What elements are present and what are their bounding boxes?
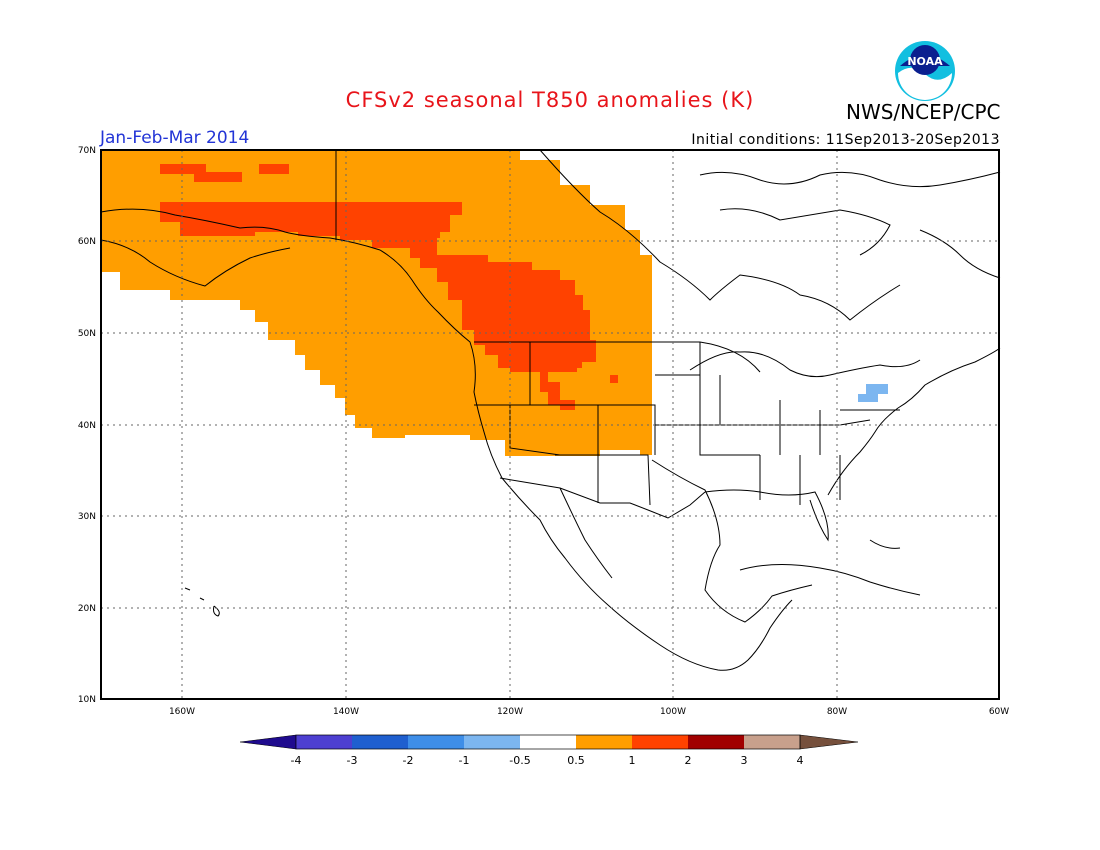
- colorbar-swatch: [296, 735, 352, 749]
- anomaly-shading: [101, 150, 888, 456]
- map-frame: [100, 149, 1000, 700]
- colorbar-label: -0.5: [509, 754, 530, 767]
- colorbar-swatch: [464, 735, 520, 749]
- colorbar-label: 0.5: [567, 754, 585, 767]
- political-borders: [335, 150, 900, 519]
- colorbar-label: -3: [347, 754, 358, 767]
- colorbar-swatch: [632, 735, 688, 749]
- noaa-logo-text: NOAA: [907, 55, 943, 68]
- colorbar-label: 3: [741, 754, 748, 767]
- anomaly-patch-1-2: [160, 164, 206, 174]
- lat-label: 10N: [78, 695, 96, 705]
- agency-label: NWS/NCEP/CPC: [846, 100, 1001, 124]
- graticule: [101, 150, 999, 699]
- lon-label: 140W: [333, 707, 359, 717]
- map-title: CFSv2 seasonal T850 anomalies (K): [345, 88, 755, 112]
- colorbar-label: 2: [685, 754, 692, 767]
- lon-label: 160W: [169, 707, 195, 717]
- anomaly-patch-1-2: [194, 172, 242, 182]
- longitude-labels: 160W 140W 120W 100W 80W 60W: [169, 707, 1009, 717]
- lat-label: 40N: [78, 421, 96, 431]
- lon-label: 100W: [660, 707, 686, 717]
- colorbar-label: 4: [797, 754, 804, 767]
- colorbar-label: -4: [291, 754, 302, 767]
- anomaly-region-neg-1-neg-0.5: [858, 384, 888, 402]
- colorbar-swatch: [744, 735, 800, 749]
- colorbar-label: -2: [403, 754, 414, 767]
- colorbar-swatch: [688, 735, 744, 749]
- colorbar: -4 -3 -2 -1 -0.5 0.5 1 2 3 4: [239, 734, 859, 767]
- colorbar-arrow-left: [239, 734, 297, 750]
- noaa-logo: NOAA: [895, 41, 955, 101]
- colorbar-arrow-right: [799, 734, 859, 750]
- colorbar-swatch: [352, 735, 408, 749]
- colorbar-label: -1: [459, 754, 470, 767]
- lat-label: 70N: [78, 146, 96, 156]
- coastlines: [100, 149, 1001, 671]
- season-label: Jan-Feb-Mar 2014: [100, 128, 250, 148]
- colorbar-label: 1: [629, 754, 636, 767]
- anomaly-patch-1-2: [610, 375, 618, 383]
- lat-label: 60N: [78, 237, 96, 247]
- lat-label: 20N: [78, 604, 96, 614]
- lon-label: 120W: [497, 707, 523, 717]
- latitude-labels: 70N 60N 50N 40N 30N 20N 10N: [78, 146, 96, 705]
- lat-label: 50N: [78, 329, 96, 339]
- colorbar-swatch: [408, 735, 464, 749]
- colorbar-swatch: [576, 735, 632, 749]
- lon-label: 80W: [827, 707, 847, 717]
- anomaly-patch-1-2: [259, 164, 289, 174]
- initial-conditions-label: Initial conditions: 11Sep2013-20Sep2013: [691, 132, 1000, 148]
- lon-label: 60W: [989, 707, 1009, 717]
- colorbar-swatch: [520, 735, 576, 749]
- lat-label: 30N: [78, 512, 96, 522]
- anomaly-region-1-2: [160, 202, 596, 410]
